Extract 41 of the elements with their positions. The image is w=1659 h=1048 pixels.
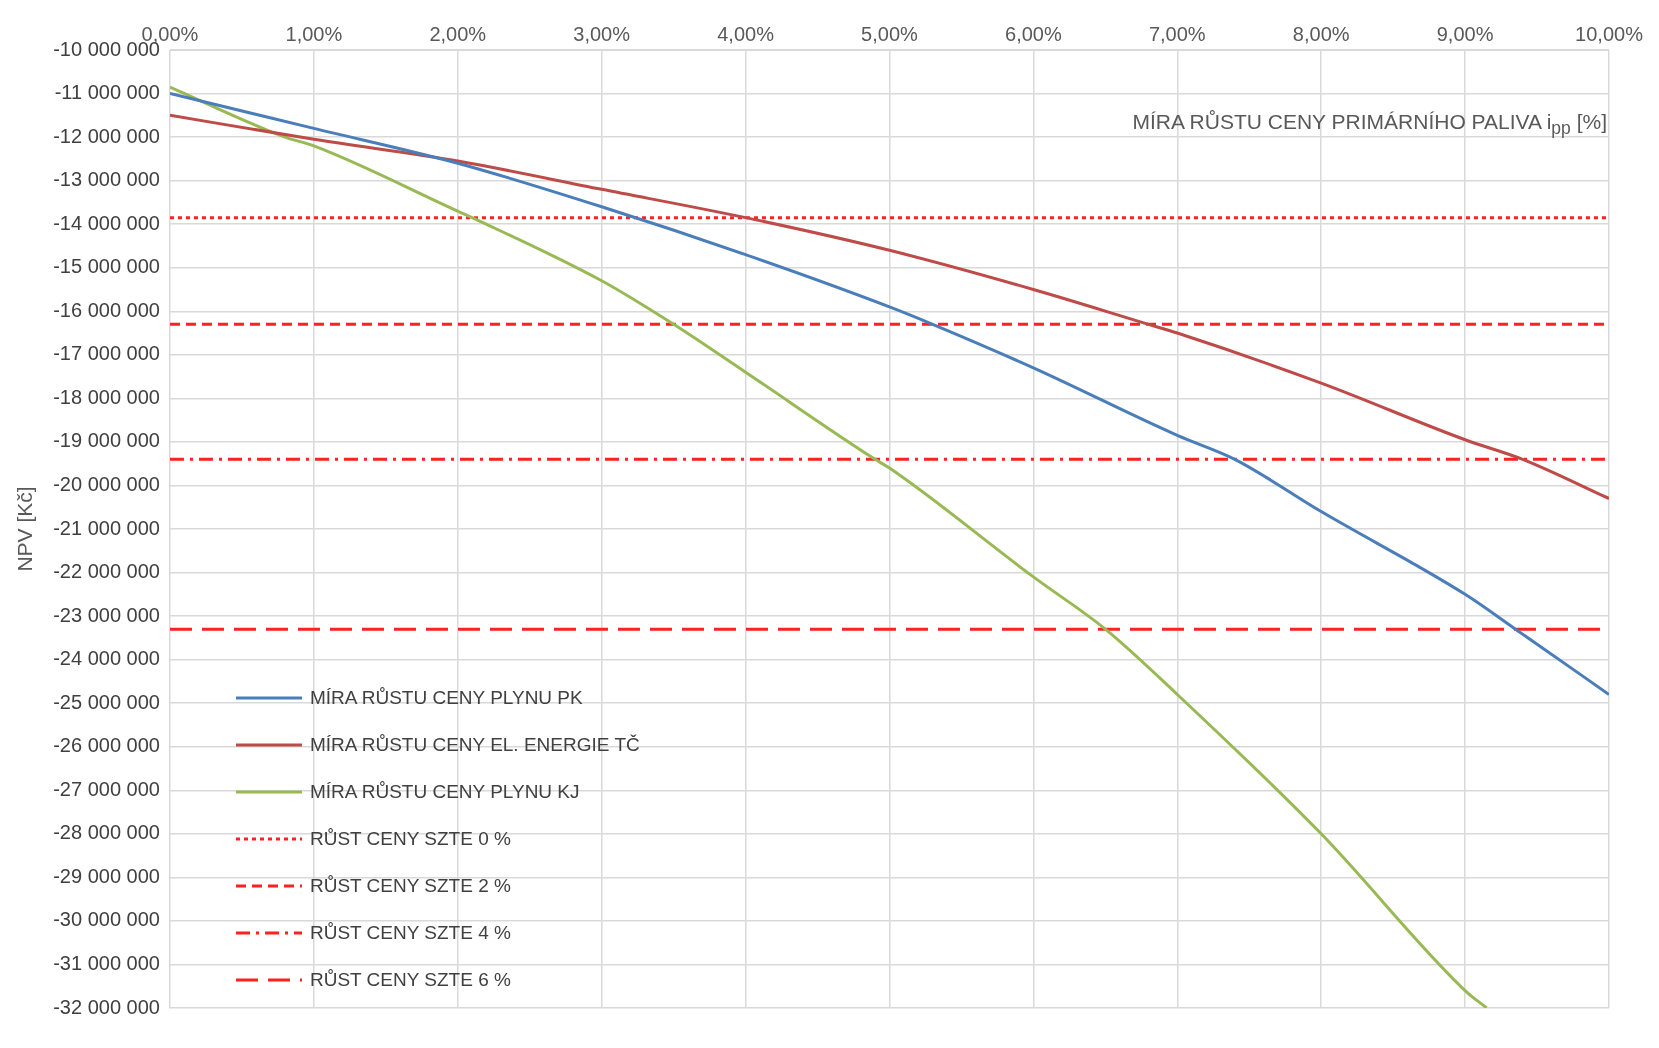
y-tick-label: -32 000 000 xyxy=(53,995,160,1018)
y-tick-label: -19 000 000 xyxy=(53,429,160,452)
y-tick-label: -18 000 000 xyxy=(53,385,160,408)
y-tick-label: -11 000 000 xyxy=(54,81,160,104)
y-tick-label: -20 000 000 xyxy=(53,472,160,495)
x-tick-label: 3,00% xyxy=(573,22,631,45)
y-tick-label: -22 000 000 xyxy=(53,560,160,583)
y-tick-label: -31 000 000 xyxy=(53,951,160,974)
y-tick-label: -12 000 000 xyxy=(53,124,160,147)
y-tick-label: -16 000 000 xyxy=(53,298,160,321)
x-axis-title: MÍRA RŮSTU CENY PRIMÁRNÍHO PALIVA i$_{pp}$ [%] xyxy=(1132,110,1607,140)
y-tick-label: -23 000 000 xyxy=(53,603,160,626)
x-tick-label: 6,00% xyxy=(1005,22,1062,45)
x-tick-label: 9,00% xyxy=(1436,22,1494,45)
y-tick-label: -26 000 000 xyxy=(53,734,160,757)
y-tick-label: -29 000 000 xyxy=(53,864,160,887)
y-tick-label: -17 000 000 xyxy=(53,342,160,365)
legend-label: RŮST CENY SZTE 4 % xyxy=(309,921,511,944)
y-tick-label: -15 000 000 xyxy=(53,255,160,278)
legend-label: RŮST CENY SZTE 0 % xyxy=(309,827,511,850)
x-tick-label: 1,00% xyxy=(285,22,343,45)
y-tick-label: -14 000 000 xyxy=(53,211,160,234)
legend-label: RŮST CENY SZTE 2 % xyxy=(309,874,511,897)
y-tick-label: -24 000 000 xyxy=(53,647,160,670)
y-tick-label: -13 000 000 xyxy=(53,168,160,191)
y-tick-label: -21 000 000 xyxy=(53,516,160,539)
y-axis-title: NPV [Kč] xyxy=(13,486,37,572)
x-tick-label: 8,00% xyxy=(1292,22,1350,45)
x-tick-label: 2,00% xyxy=(429,22,487,45)
legend-label: MÍRA RŮSTU CENY PLYNU KJ xyxy=(309,780,580,803)
y-tick-label: -25 000 000 xyxy=(53,690,160,713)
x-tick-label: 7,00% xyxy=(1148,22,1206,45)
y-tick-label: -28 000 000 xyxy=(53,821,160,844)
x-tick-label: 4,00% xyxy=(717,22,775,45)
y-tick-label: -30 000 000 xyxy=(53,908,160,931)
legend-label: MÍRA RŮSTU CENY PLYNU PK xyxy=(309,686,583,709)
legend-label: RŮST CENY SZTE 6 % xyxy=(309,968,511,991)
x-tick-label: 10,00% xyxy=(1575,22,1644,45)
y-tick-label: -27 000 000 xyxy=(53,777,160,800)
x-tick-label: 5,00% xyxy=(861,22,919,45)
legend-label: MÍRA RŮSTU CENY EL. ENERGIE TČ xyxy=(309,733,640,756)
